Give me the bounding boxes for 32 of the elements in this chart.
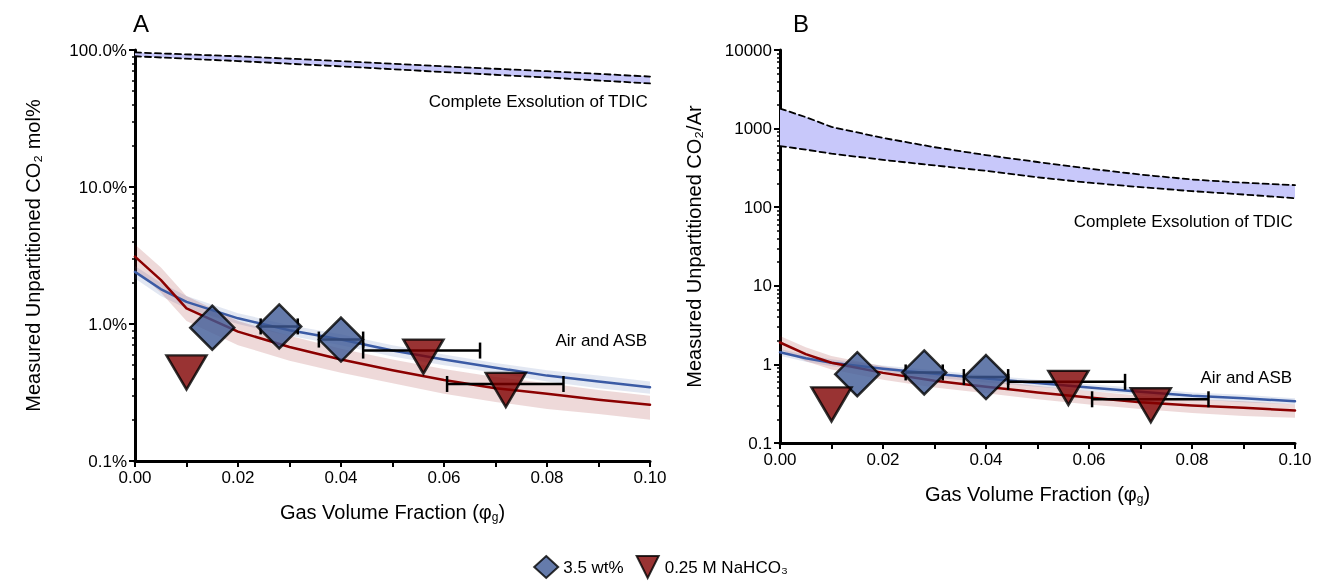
- y-axis-title: Measured Unpartitioned CO₂/Ar: [683, 105, 705, 388]
- annotation: Complete Exsolution of TDIC: [428, 92, 648, 112]
- x-tick-label: 0.02: [866, 450, 900, 469]
- y-tick-label: 0.1: [748, 433, 772, 453]
- x-tick-label: 0.04: [324, 468, 358, 487]
- x-tick-label: 0.00: [118, 468, 152, 487]
- y-tick-label: 100: [743, 197, 772, 217]
- annotation: Complete Exsolution of TDIC: [1073, 211, 1293, 231]
- x-tick-label: 0.06: [427, 468, 461, 487]
- x-tick-label: 0.08: [530, 468, 564, 487]
- y-tick-label: 0.1%: [88, 451, 127, 471]
- y-tick-label: 10.0%: [78, 177, 127, 197]
- y-tick-label: 1: [762, 354, 772, 374]
- x-tick-label: 0.08: [1175, 450, 1209, 469]
- x-tick-label: 0.02: [221, 468, 255, 487]
- y-axis-title: Measured Unpartitioned CO₂ mol%: [22, 99, 44, 412]
- x-tick-label: 0.10: [633, 468, 667, 487]
- chart-title: B: [793, 9, 810, 37]
- y-tick-label: 10000: [724, 40, 772, 60]
- y-tick-label: 1.0%: [88, 314, 127, 334]
- chart-title: A: [133, 9, 150, 37]
- legend-label: 0.25 M NaHCO₃: [664, 557, 788, 577]
- y-tick-label: 100.0%: [69, 40, 127, 60]
- x-tick-label: 0.10: [1278, 450, 1312, 469]
- x-tick-label: 0.04: [969, 450, 1003, 469]
- x-tick-label: 0.00: [763, 450, 797, 469]
- x-tick-label: 0.06: [1072, 450, 1106, 469]
- y-tick-label: 10: [753, 276, 772, 296]
- legend-label: 3.5 wt%: [563, 557, 624, 577]
- annotation: Air and ASB: [1200, 367, 1293, 387]
- y-tick-label: 1000: [734, 119, 772, 139]
- annotation: Air and ASB: [555, 330, 648, 350]
